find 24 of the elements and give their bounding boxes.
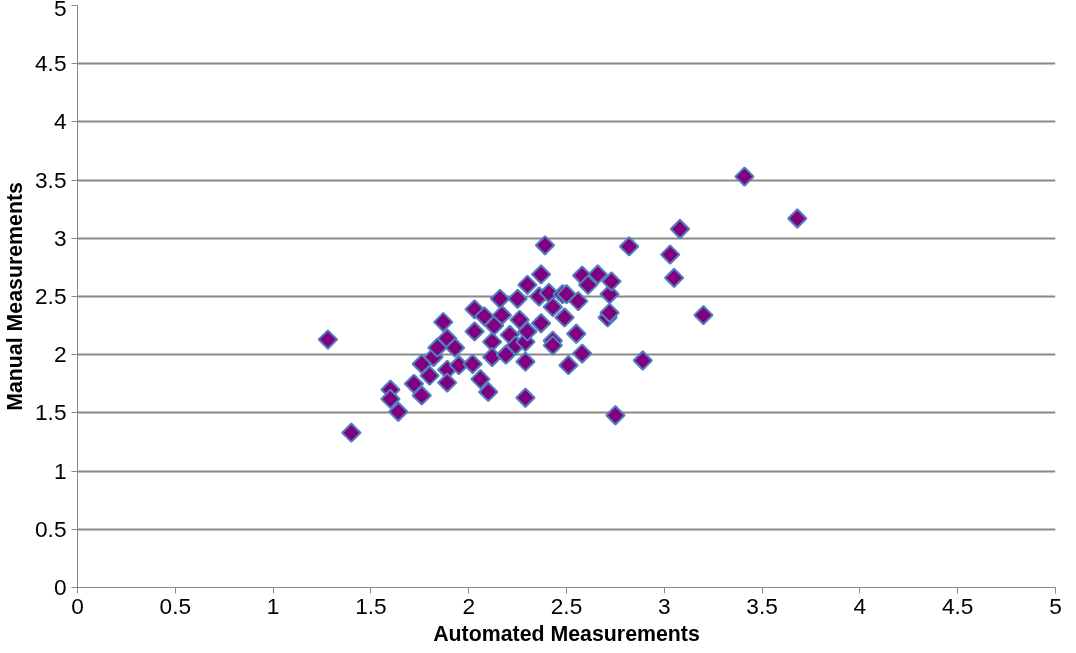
x-tick-label: 4.5 bbox=[941, 592, 974, 619]
x-tick-label: 1 bbox=[266, 592, 280, 619]
x-tick-label: 2 bbox=[462, 592, 476, 619]
x-tick-label: 0.5 bbox=[159, 592, 192, 619]
y-tick-label: 3.5 bbox=[35, 166, 67, 193]
y-tick-label: 1 bbox=[53, 457, 67, 484]
y-tick-label: 0 bbox=[53, 574, 67, 600]
y-tick-label: 5 bbox=[53, 0, 67, 21]
x-tick-label: 3 bbox=[658, 592, 671, 619]
y-tick-label: 4.5 bbox=[35, 50, 67, 77]
y-tick-label: 3 bbox=[53, 224, 67, 251]
x-tick-label: 1.5 bbox=[355, 592, 387, 619]
x-tick-label: 4 bbox=[853, 592, 867, 619]
x-tick-label: 2.5 bbox=[550, 592, 583, 619]
y-tick-label: 0.5 bbox=[35, 515, 67, 542]
x-tick-label: 3.5 bbox=[746, 592, 778, 619]
y-tick-label: 4 bbox=[53, 108, 67, 135]
x-tick-label: 0 bbox=[71, 592, 84, 619]
x-tick-label: 5 bbox=[1049, 592, 1062, 619]
y-tick-label: 2.5 bbox=[35, 283, 67, 309]
x-axis-title: Automated Measurements bbox=[433, 621, 700, 646]
y-tick-label: 2 bbox=[53, 341, 67, 368]
y-axis-title: Manual Measurements bbox=[3, 182, 27, 411]
y-tick-label: 1.5 bbox=[35, 399, 67, 426]
